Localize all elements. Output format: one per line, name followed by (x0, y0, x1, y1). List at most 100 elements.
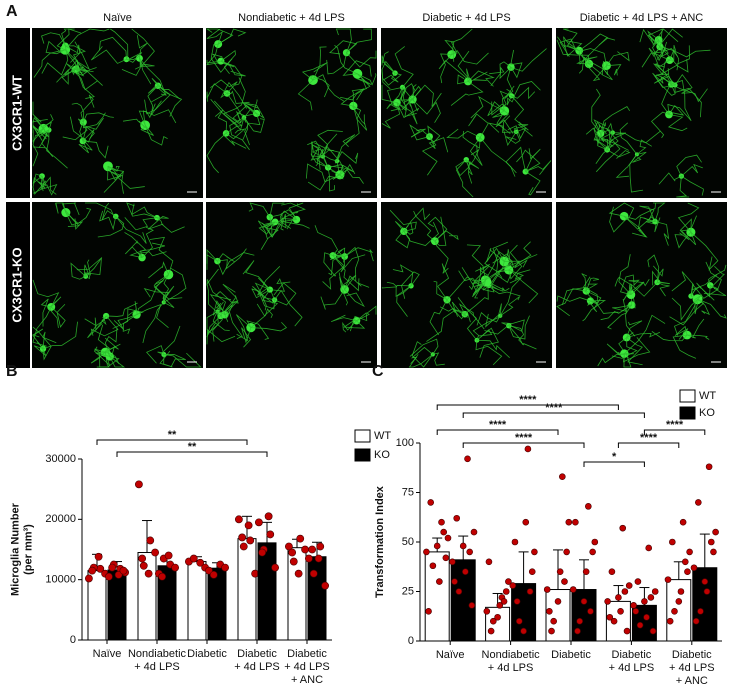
data-point (677, 588, 685, 595)
data-point (284, 542, 293, 551)
data-point (565, 518, 573, 526)
data-point (288, 548, 297, 557)
process (214, 109, 227, 134)
process (434, 230, 459, 242)
process (556, 288, 587, 317)
data-point (134, 480, 143, 489)
process (99, 210, 117, 231)
significance-label: **** (519, 394, 537, 406)
process (124, 217, 157, 231)
process (32, 306, 52, 347)
data-point (641, 598, 648, 605)
significance-bracket (436, 429, 559, 435)
process (484, 247, 505, 278)
process (674, 85, 702, 118)
process (64, 60, 103, 86)
process (104, 327, 118, 357)
data-point (468, 602, 476, 609)
significance-bracket (617, 442, 680, 448)
process (476, 339, 510, 359)
data-point (451, 578, 458, 585)
process (56, 28, 82, 51)
process (344, 246, 360, 281)
process (472, 266, 487, 298)
y-axis-title: Microglia Number (9, 502, 21, 596)
bar (666, 579, 692, 642)
process (671, 271, 694, 297)
process (157, 85, 183, 117)
data-point (522, 518, 530, 526)
process (90, 46, 127, 64)
data-point (619, 524, 627, 532)
data-point (254, 518, 263, 527)
process (349, 312, 368, 332)
data-point (636, 621, 644, 629)
process (651, 331, 688, 342)
data-point (543, 586, 551, 593)
process (87, 315, 107, 339)
process (311, 148, 324, 166)
process (612, 130, 661, 144)
legend-swatch (679, 406, 696, 420)
process (647, 28, 666, 51)
data-point (710, 548, 717, 556)
process (451, 301, 468, 318)
process (163, 267, 187, 303)
process (381, 55, 396, 74)
process (623, 337, 651, 363)
process (623, 352, 632, 368)
process (653, 265, 664, 283)
process (82, 112, 114, 123)
legend-swatch (354, 429, 371, 443)
data-point (316, 542, 325, 551)
process (606, 149, 631, 159)
legend-label: WT (374, 430, 391, 442)
process (433, 280, 448, 301)
data-point (462, 568, 469, 576)
process (224, 295, 239, 316)
process (336, 134, 356, 162)
process (651, 111, 670, 139)
process (508, 241, 532, 271)
data-point (151, 548, 159, 557)
process (344, 289, 365, 308)
process (620, 274, 635, 296)
process (457, 74, 470, 85)
process (244, 113, 261, 146)
process (484, 322, 512, 335)
process (211, 53, 235, 68)
process (113, 314, 137, 330)
process (71, 59, 85, 77)
process (462, 130, 481, 149)
process (301, 62, 328, 81)
process (664, 59, 689, 85)
process (82, 117, 104, 142)
process (41, 32, 66, 47)
process (318, 133, 338, 168)
process (439, 299, 456, 314)
process (271, 217, 297, 238)
x-tick-label: + 4d LPS (234, 661, 280, 673)
process (421, 136, 438, 176)
data-point (301, 545, 309, 554)
process (491, 90, 512, 116)
process (446, 266, 489, 301)
process (446, 128, 481, 139)
process (465, 148, 480, 165)
data-point (459, 542, 467, 550)
cell-body (271, 218, 279, 226)
y-tick-label: 0 (70, 634, 76, 646)
process (136, 303, 169, 328)
data-point (546, 607, 553, 615)
process (124, 232, 147, 258)
process (563, 28, 580, 52)
process (66, 63, 98, 91)
process (624, 314, 666, 354)
process (269, 209, 296, 230)
process (269, 202, 285, 218)
process (65, 212, 84, 230)
process (107, 165, 124, 194)
process (394, 46, 414, 88)
process (659, 46, 711, 58)
